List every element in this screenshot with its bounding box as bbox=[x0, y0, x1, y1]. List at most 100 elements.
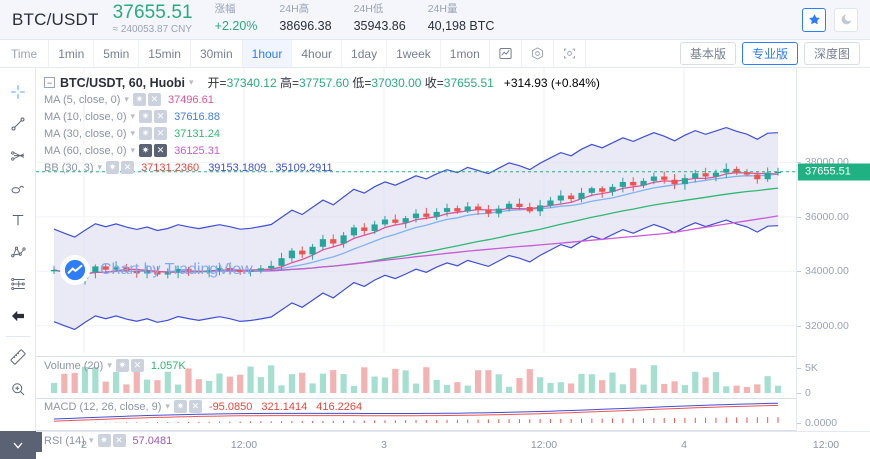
tradingview-watermark: Chart by TradingView bbox=[60, 255, 253, 285]
view-mode-专业版[interactable]: 专业版 bbox=[741, 42, 798, 65]
indicator-legend-row[interactable]: MA (60, close, 0) ▾ ✷ ✕ 36125.31 bbox=[44, 142, 600, 159]
indicator-legend-row[interactable]: BB (30, 3) ▾ ✷ ✕ 37131.2360 39153.1809 35109.… bbox=[44, 159, 600, 176]
indicator-legend-row[interactable]: MA (5, close, 0) ▾ ✷ ✕ 37496.61 bbox=[44, 91, 600, 108]
price-axis[interactable]: 38000.0036000.0034000.0032000.0037655.51… bbox=[796, 68, 870, 452]
pane-controls: ✷ ✕ bbox=[115, 359, 144, 372]
view-mode-基本版[interactable]: 基本版 bbox=[679, 42, 736, 65]
view-mode-深度图[interactable]: 深度图 bbox=[803, 42, 860, 65]
indicator-name: MA (10, close, 0) bbox=[44, 110, 127, 123]
interval-15min[interactable]: 15min bbox=[139, 40, 191, 67]
chevron-down-icon[interactable]: ▾ bbox=[97, 162, 103, 172]
ohlc-key: 高= bbox=[279, 76, 299, 90]
chevron-down-icon[interactable]: ▾ bbox=[130, 111, 136, 121]
close-icon[interactable]: ✕ bbox=[154, 127, 168, 140]
chevron-down-icon[interactable]: ▾ bbox=[165, 401, 170, 411]
pair-symbol: BTC/USDT bbox=[12, 9, 99, 29]
ohlc-key: 收= bbox=[424, 76, 444, 90]
chart-canvas bbox=[36, 68, 796, 423]
position-icon[interactable] bbox=[3, 268, 33, 300]
chart-type-icon[interactable] bbox=[490, 40, 522, 67]
trend-line-icon[interactable] bbox=[3, 108, 33, 140]
close-icon[interactable]: ✕ bbox=[147, 93, 161, 106]
price-plot[interactable]: Chart by TradingView bbox=[36, 68, 796, 431]
interval-toolbar: Time 1min 5min 15min 30min 1hour 4hour 1day 1we… bbox=[0, 40, 870, 68]
axis-grip[interactable] bbox=[36, 432, 42, 452]
indicator-name: BB (30, 3) bbox=[44, 161, 94, 174]
pane-value: 321.1414 bbox=[261, 400, 308, 413]
time-axis[interactable]: 2 12:00 3 12:00 4 12:00 bbox=[36, 431, 870, 459]
pane-divider bbox=[36, 430, 796, 431]
snapshot-icon[interactable] bbox=[554, 40, 586, 67]
market-stat: 24H低 35943.86 bbox=[354, 4, 406, 35]
fib-lines-icon[interactable] bbox=[3, 140, 33, 172]
crosshair-icon[interactable] bbox=[3, 76, 33, 108]
zoom-in-icon[interactable] bbox=[3, 373, 33, 405]
time-tick: 4 bbox=[681, 439, 687, 451]
chevron-down-icon[interactable]: ▾ bbox=[130, 128, 136, 138]
current-price-label: 37655.51 bbox=[798, 163, 870, 181]
indicator-controls: ✷ ✕ bbox=[139, 127, 168, 140]
chevron-down-icon[interactable]: ▾ bbox=[189, 77, 194, 87]
chevron-down-icon[interactable]: ▾ bbox=[107, 360, 112, 370]
chevron-down-icon[interactable] bbox=[0, 431, 36, 459]
price-tick: 34000.00 bbox=[797, 265, 849, 278]
chart-title: BTC/USDT, 60, Huobi bbox=[60, 75, 186, 90]
sub-axis-tick: 0 bbox=[797, 387, 811, 399]
indicator-legend-row[interactable]: MA (10, close, 0) ▾ ✷ ✕ 37616.88 bbox=[44, 108, 600, 125]
gear-icon[interactable]: ✷ bbox=[115, 359, 129, 372]
interval-1hour[interactable]: 1hour bbox=[242, 40, 293, 67]
close-icon[interactable]: ✕ bbox=[154, 144, 168, 157]
chart-container[interactable]: Chart by TradingView − BTC/USDT, 60, Huo… bbox=[36, 68, 870, 459]
star-icon[interactable] bbox=[802, 7, 826, 32]
pane-name: Volume (20) bbox=[44, 359, 104, 372]
close-icon[interactable]: ✕ bbox=[154, 110, 168, 123]
text-icon[interactable] bbox=[3, 204, 33, 236]
chevron-down-icon[interactable]: ▾ bbox=[88, 435, 94, 445]
tradingview-logo-icon bbox=[60, 255, 90, 285]
indicator-controls: ✷ ✕ bbox=[139, 110, 168, 123]
gear-icon[interactable]: ✷ bbox=[106, 161, 120, 174]
chevron-down-icon[interactable]: ▾ bbox=[130, 145, 136, 155]
indicators-icon[interactable] bbox=[522, 40, 554, 67]
chevron-down-icon[interactable]: ▾ bbox=[124, 94, 129, 104]
ohlc-key: 开= bbox=[207, 76, 227, 90]
time-tick: 3 bbox=[381, 439, 387, 451]
pane-legend-2[interactable]: RSI (14) ▾ ✷ ✕ 57.0481 bbox=[44, 434, 181, 447]
last-price: 37655.51 bbox=[112, 2, 193, 24]
interval-30min[interactable]: 30min bbox=[191, 40, 243, 67]
time-label: Time bbox=[0, 40, 50, 67]
gear-icon[interactable]: ✷ bbox=[139, 144, 153, 157]
gear-icon[interactable]: ✷ bbox=[173, 400, 187, 413]
close-icon[interactable]: ✕ bbox=[121, 161, 135, 174]
ruler-icon[interactable] bbox=[3, 341, 33, 373]
interval-4hour[interactable]: 4hour bbox=[292, 40, 343, 67]
brush-icon[interactable] bbox=[3, 172, 33, 204]
indicator-legend-row[interactable]: MA (30, close, 0) ▾ ✷ ✕ 37131.24 bbox=[44, 125, 600, 142]
pane-legend-0[interactable]: Volume (20) ▾ ✷ ✕ 1.057K bbox=[44, 359, 195, 372]
time-tick: 12:00 bbox=[230, 439, 258, 451]
pane-legend-1[interactable]: MACD (12, 26, close, 9) ▾ ✷ ✕ -95.0850 321.1… bbox=[44, 400, 371, 413]
interval-1mon[interactable]: 1mon bbox=[441, 40, 490, 67]
price-tick: 36000.00 bbox=[797, 210, 849, 223]
indicator-value: 37496.61 bbox=[167, 93, 214, 106]
pattern-icon[interactable] bbox=[3, 236, 33, 268]
interval-1min[interactable]: 1min bbox=[49, 40, 95, 67]
indicator-legend-list: MA (5, close, 0) ▾ ✷ ✕ 37496.61 MA (10, clos… bbox=[44, 91, 600, 176]
interval-5min[interactable]: 5min bbox=[94, 40, 140, 67]
stat-label: 24H高 bbox=[279, 3, 310, 16]
gear-icon[interactable]: ✷ bbox=[139, 127, 153, 140]
close-icon[interactable]: ✕ bbox=[130, 359, 144, 372]
watermark-text: Chart by TradingView bbox=[100, 261, 253, 278]
price-cny: ≈ 240053.87 CNY bbox=[112, 24, 193, 36]
gear-icon[interactable]: ✷ bbox=[139, 110, 153, 123]
gear-icon[interactable]: ✷ bbox=[97, 434, 111, 447]
gear-icon[interactable]: ✷ bbox=[132, 93, 146, 106]
close-icon[interactable]: ✕ bbox=[112, 434, 126, 447]
close-icon[interactable]: ✕ bbox=[188, 400, 202, 413]
interval-1day[interactable]: 1day bbox=[342, 40, 388, 67]
arrow-icon[interactable] bbox=[3, 300, 33, 332]
interval-1week[interactable]: 1week bbox=[387, 40, 441, 67]
moon-icon[interactable] bbox=[834, 7, 858, 32]
minus-box-icon[interactable]: − bbox=[44, 77, 55, 88]
